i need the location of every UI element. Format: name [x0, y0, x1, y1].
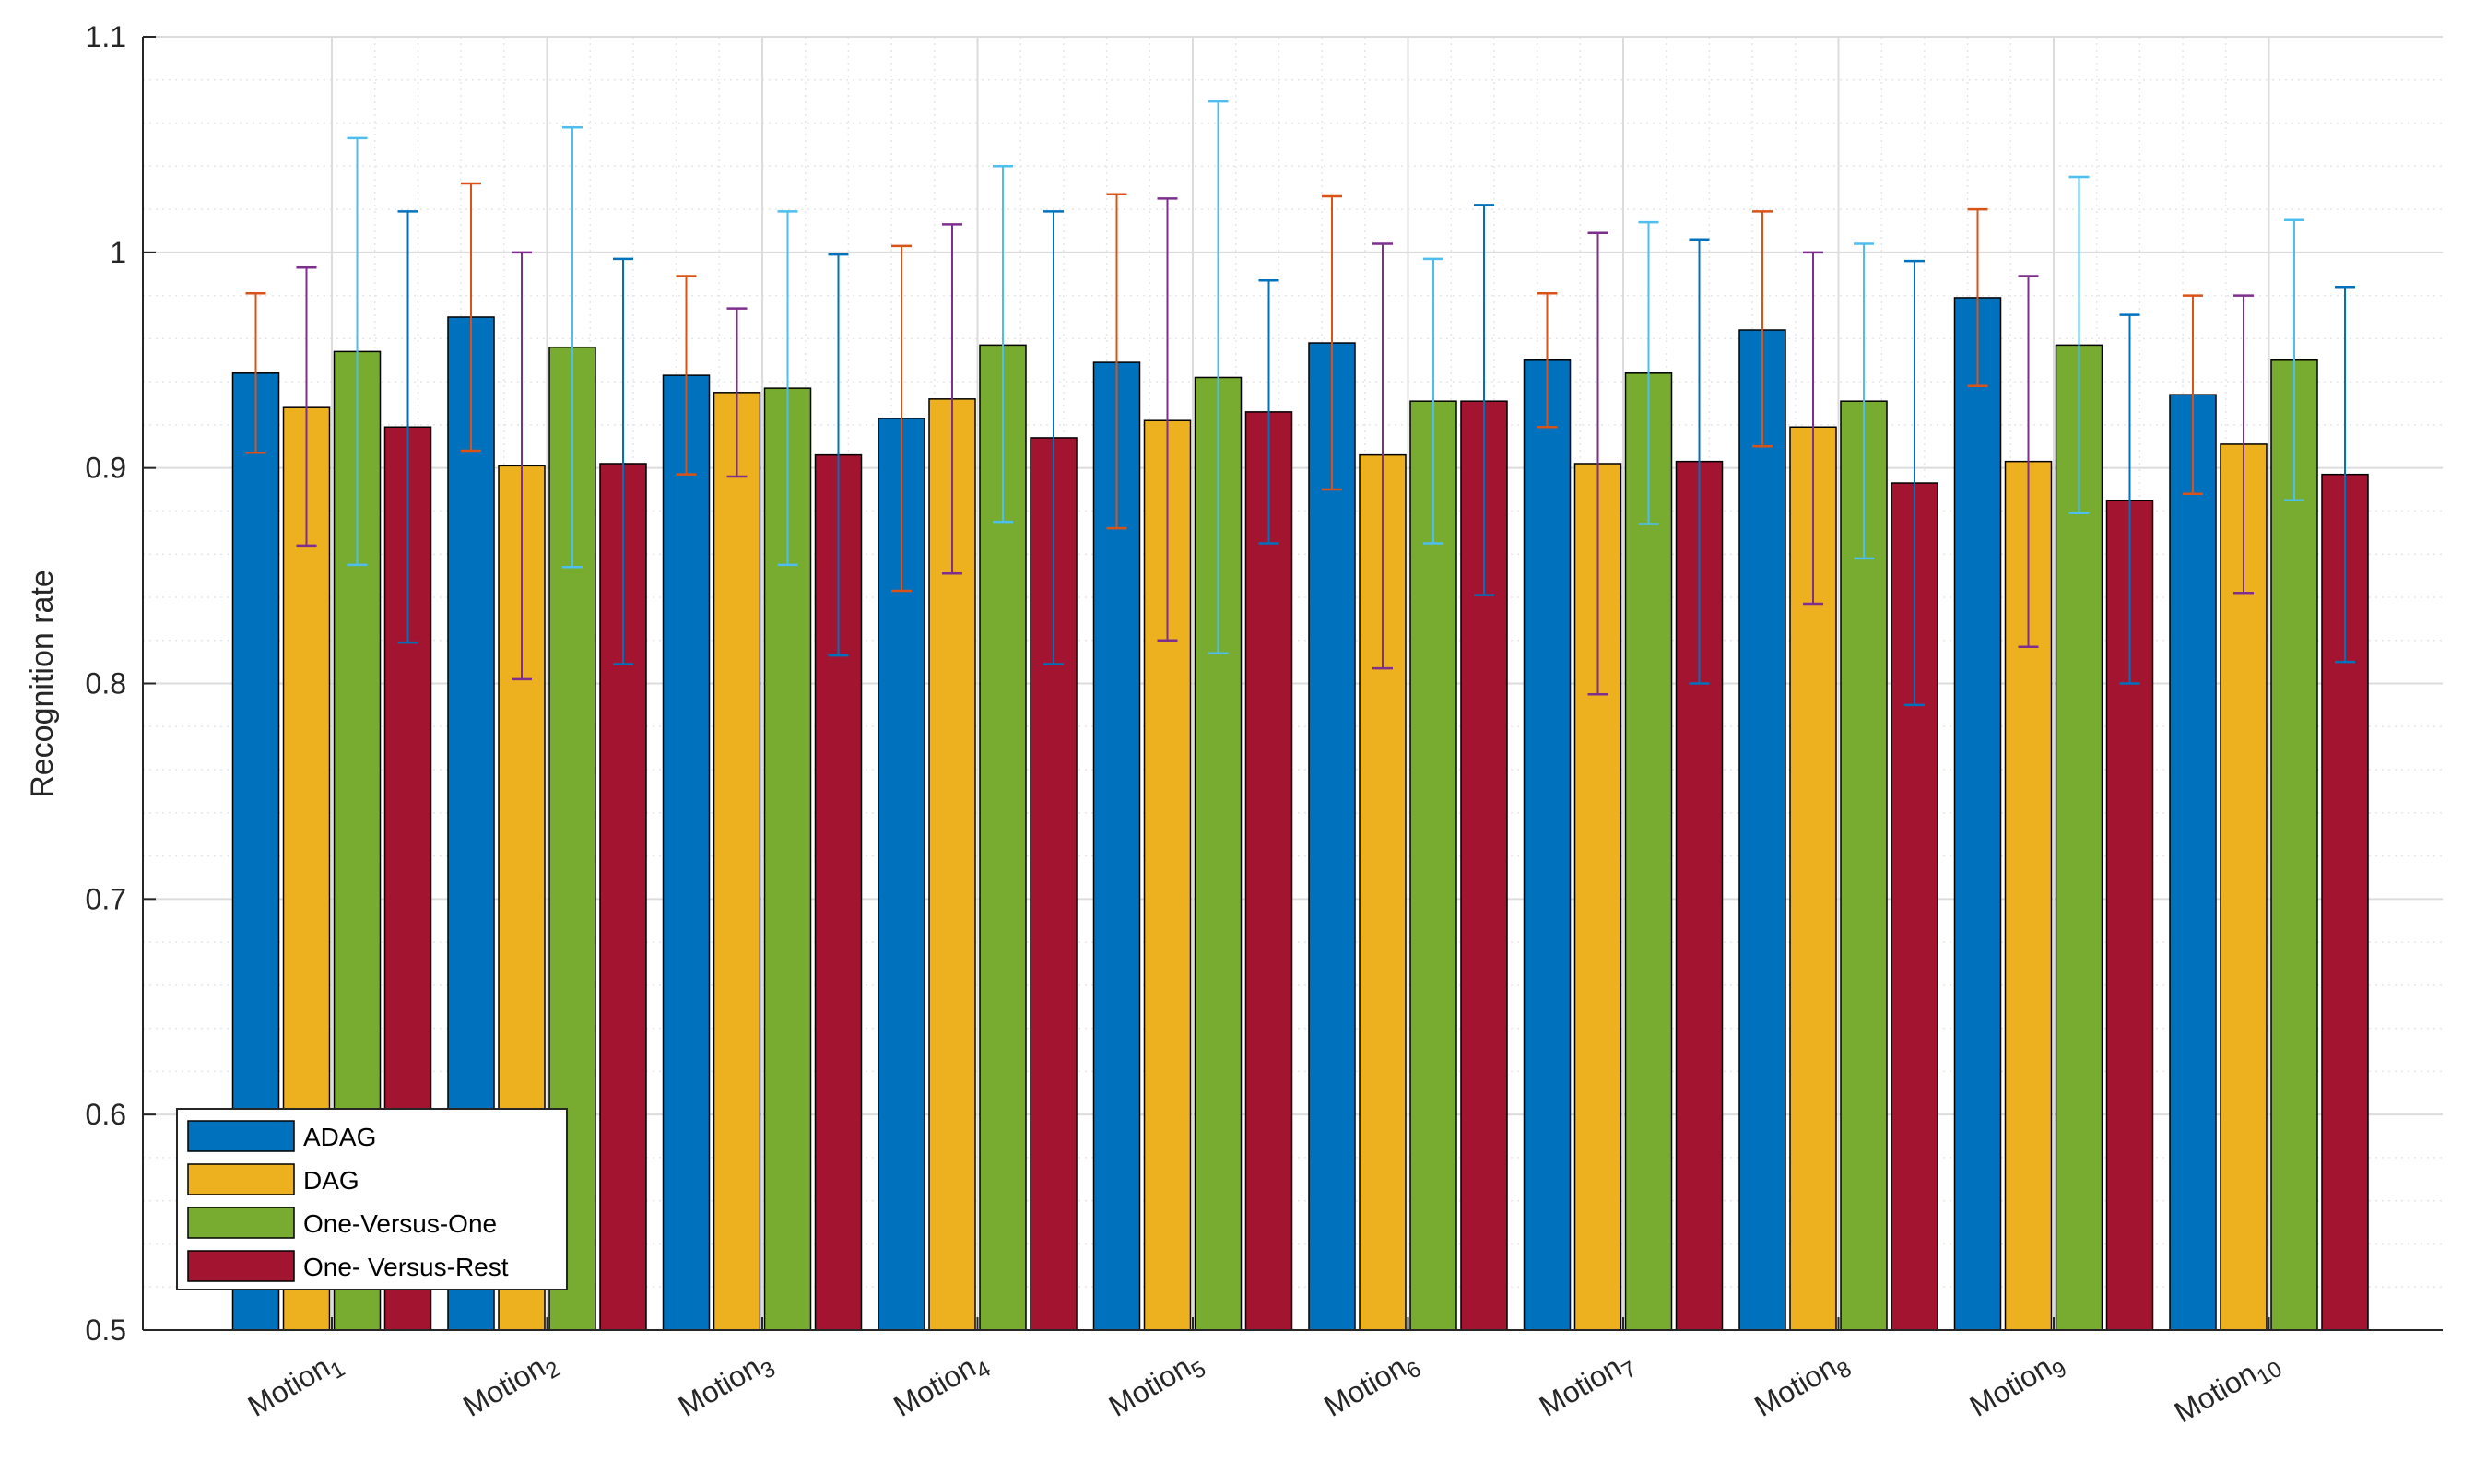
legend-label: DAG: [303, 1166, 359, 1195]
x-tick-label-base: Motion: [1964, 1350, 2057, 1423]
bar: [1953, 297, 2002, 1331]
x-tick-label: Motion4: [888, 1344, 995, 1429]
bar: [2169, 394, 2217, 1331]
legend-label: One- Versus-Rest: [303, 1253, 509, 1281]
x-tick-label-base: Motion: [888, 1350, 981, 1423]
bar: [763, 387, 812, 1331]
legend-label: ADAG: [303, 1123, 376, 1151]
y-tick-label: 0.9: [86, 452, 126, 485]
y-tick-labels: 0.5 0.6 0.7 0.8 0.9 1 1.1: [86, 20, 126, 1347]
x-tick-label-base: Motion: [673, 1350, 766, 1423]
x-tick-label-base: Motion: [1534, 1350, 1627, 1423]
axes: [142, 36, 2443, 1331]
x-tick-labels: Motion1 Motion2 Motion3 Motion4 Motion5 Motio…: [242, 1344, 2287, 1435]
x-tick-label: Motion9: [1964, 1344, 2071, 1429]
x-tick-label-base: Motion: [1103, 1350, 1196, 1423]
bar: [1244, 411, 1293, 1331]
legend: ADAG DAG One-Versus-One One- Versus-Rest: [176, 1108, 568, 1290]
legend-swatch: [187, 1207, 295, 1239]
x-tick-label: Motion8: [1749, 1344, 1856, 1429]
legend-label: One-Versus-One: [303, 1209, 497, 1238]
y-tick-label: 0.7: [86, 882, 126, 915]
x-tick-label-base: Motion: [457, 1350, 550, 1423]
x-tick-label: Motion10: [2169, 1344, 2287, 1435]
legend-swatch: [187, 1163, 295, 1195]
bar: [1409, 400, 1457, 1331]
y-axis-label: Recognition rate: [25, 570, 60, 798]
bar: [599, 463, 647, 1331]
bar: [713, 392, 761, 1331]
x-tick-label: Motion2: [457, 1344, 564, 1429]
x-tick-label: Motion5: [1103, 1344, 1210, 1429]
y-tick-label: 0.5: [86, 1313, 126, 1347]
legend-swatch: [187, 1250, 295, 1282]
x-tick-label: Motion7: [1534, 1344, 1641, 1429]
x-tick-label: Motion3: [673, 1344, 780, 1429]
y-tick-label: 0.6: [86, 1098, 126, 1131]
bar: [1624, 372, 1673, 1331]
bar: [2270, 359, 2318, 1331]
bar: [1308, 342, 1356, 1331]
bar: [1523, 359, 1572, 1331]
x-tick-label-base: Motion: [1749, 1350, 1842, 1423]
x-tick-label-base: Motion: [242, 1350, 336, 1423]
y-tick-label: 1.1: [86, 20, 126, 53]
bar: [1738, 329, 1786, 1331]
x-tick-label-base: Motion: [2169, 1356, 2262, 1429]
x-tick-label: Motion6: [1318, 1344, 1425, 1429]
legend-swatch: [187, 1120, 295, 1152]
bar: [662, 374, 711, 1331]
error-bars: [245, 100, 2355, 707]
x-tick-label-base: Motion: [1318, 1350, 1411, 1423]
x-tick-label: Motion1: [242, 1344, 349, 1429]
y-tick-label: 0.8: [86, 667, 126, 701]
y-tick-label: 1: [110, 236, 126, 269]
